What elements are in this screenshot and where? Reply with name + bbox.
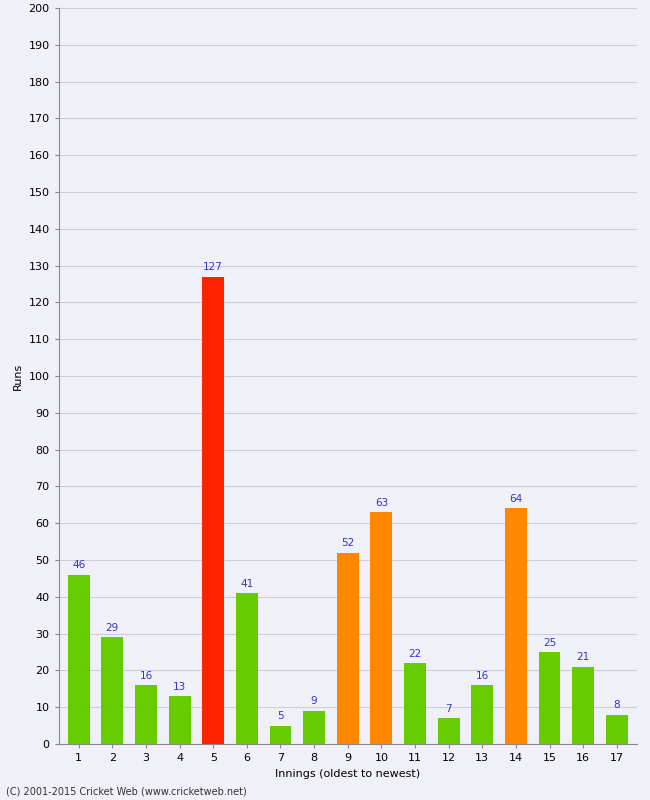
Bar [471,685,493,744]
Text: 22: 22 [408,649,422,658]
Bar [270,726,291,744]
Text: 64: 64 [510,494,523,504]
Text: 5: 5 [277,711,284,721]
Text: 25: 25 [543,638,556,647]
Text: 7: 7 [445,704,452,714]
Text: 41: 41 [240,578,254,589]
Text: 52: 52 [341,538,354,548]
Text: (C) 2001-2015 Cricket Web (www.cricketweb.net): (C) 2001-2015 Cricket Web (www.cricketwe… [6,786,247,796]
Bar [236,593,258,744]
Bar [68,574,90,744]
Bar [437,718,460,744]
Bar [539,652,560,744]
Text: 13: 13 [173,682,186,692]
Bar [303,711,325,744]
Y-axis label: Runs: Runs [13,362,23,390]
Text: 46: 46 [72,560,85,570]
Text: 63: 63 [375,498,388,508]
Text: 29: 29 [106,623,119,633]
Text: 16: 16 [476,670,489,681]
Bar [101,638,124,744]
Text: 127: 127 [203,262,223,272]
Bar [337,553,359,744]
Bar [404,663,426,744]
X-axis label: Innings (oldest to newest): Innings (oldest to newest) [275,769,421,778]
Bar [606,714,628,744]
Text: 16: 16 [139,670,153,681]
Bar [168,696,190,744]
Text: 9: 9 [311,697,317,706]
Text: 8: 8 [614,700,620,710]
Bar [202,277,224,744]
Bar [370,512,393,744]
Bar [505,509,527,744]
Text: 21: 21 [577,652,590,662]
Bar [572,666,594,744]
Bar [135,685,157,744]
